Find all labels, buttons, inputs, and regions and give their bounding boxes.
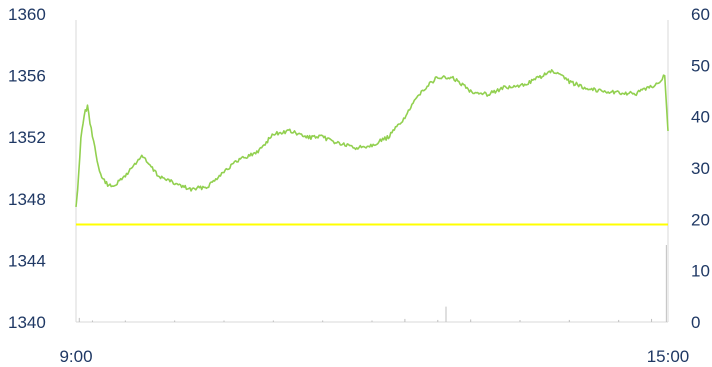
right-tick-label: 40	[691, 108, 710, 127]
left-axis: 1340 1344 1348 1352 1356 1360	[8, 5, 46, 332]
right-tick-label: 30	[691, 159, 710, 178]
x-tick-label: 9:00	[59, 347, 92, 366]
series-layer	[75, 69, 669, 322]
volume-bars	[78, 245, 667, 322]
right-tick-label: 50	[691, 56, 710, 75]
right-tick-label: 60	[691, 5, 710, 24]
right-tick-label: 20	[691, 210, 710, 229]
right-tick-label: 10	[691, 262, 710, 281]
left-tick-label: 1352	[8, 128, 46, 147]
right-axis: 0 10 20 30 40 50 60	[691, 5, 710, 332]
left-tick-label: 1348	[8, 190, 46, 209]
left-tick-label: 1356	[8, 67, 46, 86]
left-tick-label: 1360	[8, 5, 46, 24]
price-line	[75, 69, 669, 207]
left-tick-label: 1340	[8, 313, 46, 332]
right-tick-label: 0	[691, 313, 700, 332]
x-tick-label: 15:00	[647, 347, 690, 366]
left-tick-label: 1344	[8, 251, 46, 270]
x-axis: 9:00 15:00	[59, 347, 689, 366]
